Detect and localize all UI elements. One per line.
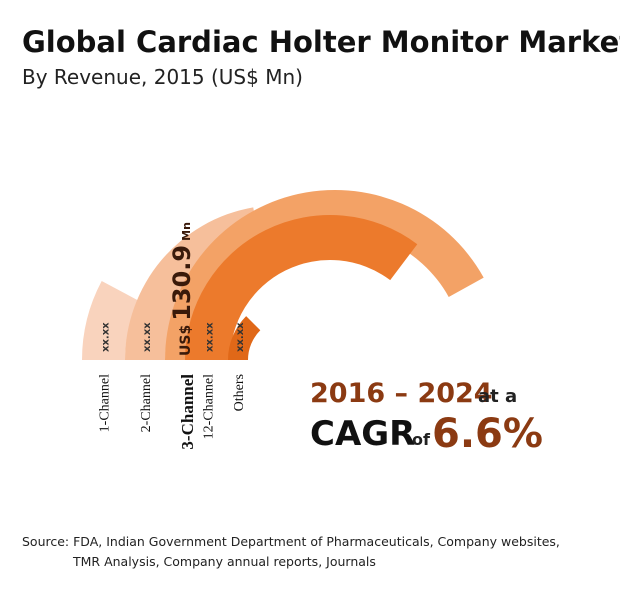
- category-label: 12-Channel: [202, 374, 217, 439]
- category-label: Others: [232, 374, 247, 411]
- value-number: 130.9: [168, 245, 196, 321]
- arc-bar: [228, 316, 261, 360]
- cagr-at: at a: [478, 386, 517, 407]
- arc-bar: [82, 281, 140, 360]
- source-line: TMR Analysis, Company annual reports, Jo…: [72, 554, 376, 569]
- arc-bar: [185, 214, 418, 360]
- value-prefix: US$: [178, 325, 194, 356]
- value-label: xx.xx: [142, 322, 153, 352]
- value-label: xx.xx: [205, 322, 216, 352]
- chart-subtitle: By Revenue, 2015 (US$ Mn): [22, 65, 303, 89]
- value-label: US$ 130.9 Mn: [168, 222, 196, 356]
- arc-bar: [165, 189, 484, 360]
- cagr-value: 6.6%: [432, 411, 543, 457]
- cagr-label: CAGR: [310, 414, 415, 454]
- category-label: 3-Channel: [178, 374, 197, 450]
- cagr-of: of: [412, 430, 431, 449]
- value-label: xx.xx: [235, 322, 246, 352]
- cagr-period: 2016 – 2024: [310, 378, 493, 409]
- category-label: 1-Channel: [98, 374, 113, 432]
- source-line: Source: FDA, Indian Government Departmen…: [22, 534, 560, 549]
- value-label: xx.xx: [101, 322, 112, 352]
- value-unit: Mn: [180, 222, 193, 241]
- category-label: 2-Channel: [139, 374, 154, 432]
- cagr-callout: 2016 – 2024 at a CAGR of 6.6%: [310, 378, 543, 457]
- chart-title: Global Cardiac Holter Monitor Market: [22, 25, 620, 59]
